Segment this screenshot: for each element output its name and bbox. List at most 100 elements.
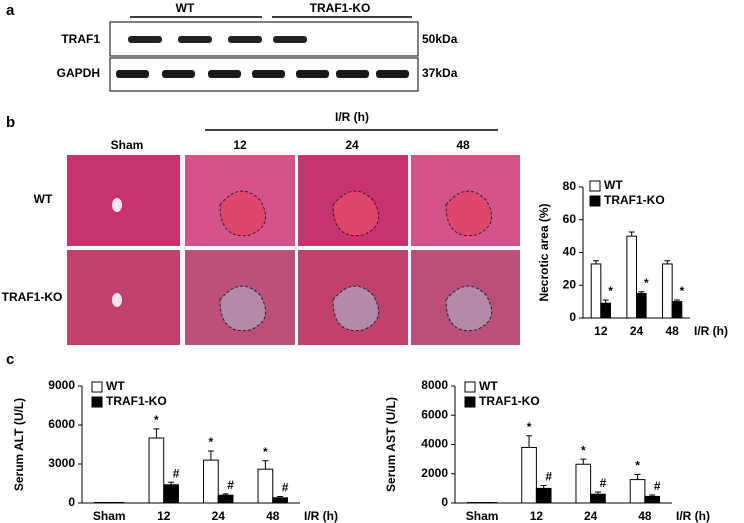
legend-label: WT <box>604 178 623 192</box>
band <box>252 70 285 78</box>
bar <box>257 468 274 504</box>
bar <box>163 484 179 504</box>
x-axis-label: I/R (h) <box>676 509 710 523</box>
significance: # <box>282 481 289 495</box>
significance: * <box>527 420 532 434</box>
significance: * <box>608 284 613 298</box>
y-tick-label: 0 <box>569 310 576 324</box>
error-bar <box>277 496 284 498</box>
column-label: Sham <box>111 138 144 152</box>
error-bar <box>638 291 645 294</box>
legend-label: WT <box>106 379 125 393</box>
y-axis-label: Serum ALT (U/L) <box>12 398 26 491</box>
legend-label: TRAF1-KO <box>106 394 167 408</box>
significance: # <box>173 466 180 480</box>
x-tick-label: 48 <box>665 324 679 338</box>
error-bar <box>168 481 175 485</box>
bar <box>272 497 288 504</box>
legend-swatch <box>464 396 476 408</box>
band <box>228 36 262 43</box>
necrotic-outline <box>332 285 380 332</box>
x-tick-label: 24 <box>630 324 644 338</box>
header: I/R (h) <box>335 110 369 124</box>
error-bar <box>526 435 533 448</box>
band <box>336 70 369 78</box>
histology-images <box>67 155 520 345</box>
x-tick-label: 48 <box>638 509 652 523</box>
x-tick-label: Sham <box>93 509 126 523</box>
necrotic-outline <box>219 285 267 332</box>
blot-size: 50kDa <box>422 32 458 46</box>
bar <box>217 494 234 504</box>
error-bar <box>602 299 609 304</box>
bar <box>590 263 602 319</box>
y-axis-label: Serum AST (U/L) <box>384 397 398 492</box>
error-bar <box>673 299 680 302</box>
legend-swatch <box>589 195 601 207</box>
error-bar <box>153 428 160 438</box>
necrotic-outline <box>332 190 380 237</box>
y-axis-label: Necrotic area (%) <box>537 203 551 301</box>
significance: * <box>263 445 268 459</box>
bar <box>575 463 592 504</box>
band <box>178 36 212 43</box>
error-bar <box>664 260 671 264</box>
x-tick-label: 12 <box>530 509 544 523</box>
error-bar <box>594 491 601 495</box>
histology-image <box>67 155 180 246</box>
significance: # <box>227 478 234 492</box>
error-bar <box>649 494 656 497</box>
y-tick-label: 6000 <box>48 417 75 431</box>
bar <box>521 446 537 504</box>
significance: * <box>644 276 649 290</box>
significance: # <box>545 470 552 484</box>
significance: * <box>154 413 159 427</box>
bar <box>535 487 552 504</box>
bar <box>600 302 611 319</box>
significance: * <box>635 459 640 473</box>
bar <box>629 479 646 504</box>
row-label: WT <box>34 192 53 206</box>
legend-label: TRAF1-KO <box>479 394 540 408</box>
error-bar <box>628 231 635 237</box>
y-tick-label: 0 <box>441 495 448 509</box>
necrotic-outline <box>445 285 493 332</box>
band <box>162 70 195 78</box>
band <box>208 70 241 78</box>
blot-label: GAPDH <box>57 66 100 80</box>
blot-bands <box>116 36 409 78</box>
y-tick-label: 9000 <box>48 378 75 392</box>
bar <box>671 301 683 319</box>
x-axis-label: I/R (h) <box>304 509 338 523</box>
x-axis-label: I/R (h) <box>694 324 728 338</box>
y-tick-label: 8000 <box>421 378 448 392</box>
y-tick-label: 20 <box>563 277 577 291</box>
y-tick-label: 4000 <box>421 437 448 451</box>
error-bar <box>207 450 214 461</box>
vessel <box>112 293 122 307</box>
y-tick-label: 3000 <box>48 456 75 470</box>
legend-swatch <box>91 396 103 408</box>
error-bar <box>593 260 600 264</box>
legend-label: TRAF1-KO <box>604 193 665 207</box>
y-tick-label: 80 <box>563 179 577 193</box>
error-bar <box>634 473 641 480</box>
column-label: 12 <box>233 138 247 152</box>
significance: * <box>209 435 214 449</box>
error-bar <box>262 460 269 470</box>
band <box>273 36 307 43</box>
group-label: WT <box>176 1 195 15</box>
bar <box>644 495 661 504</box>
bar <box>590 493 606 504</box>
y-tick-label: 60 <box>563 212 577 226</box>
band <box>128 36 162 43</box>
necrotic-outline <box>445 190 493 237</box>
bar <box>662 263 673 319</box>
error-bar <box>222 493 229 496</box>
significance: # <box>654 479 661 493</box>
histology-image <box>67 250 180 345</box>
panel-label: b <box>6 114 15 131</box>
bar <box>636 292 647 319</box>
x-tick-label: 48 <box>266 509 280 523</box>
x-tick-label: 24 <box>584 509 598 523</box>
